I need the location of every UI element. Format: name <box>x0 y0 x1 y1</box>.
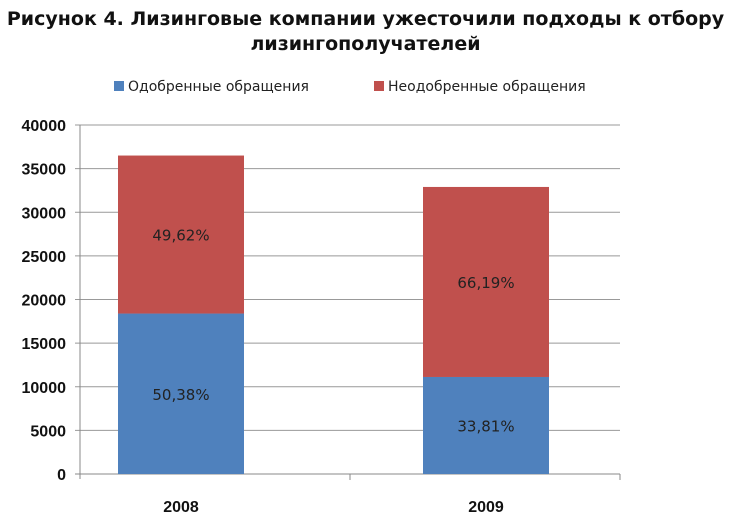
y-tick-label: 10000 <box>22 380 67 397</box>
y-tick-label: 20000 <box>22 293 67 310</box>
data-label: 33,81% <box>457 417 514 435</box>
y-tick-label: 25000 <box>22 249 67 266</box>
chart-title-line-1: Рисунок 4. Лизинговые компании ужесточил… <box>6 8 725 30</box>
legend-label: Неодобренные обращения <box>388 79 586 95</box>
y-tick-label: 5000 <box>30 423 66 440</box>
chart-title-line-2: лизингополучателей <box>250 33 481 55</box>
bar-2008-1 <box>118 155 244 314</box>
x-tick-label: 2009 <box>468 499 504 516</box>
bar-2009-0 <box>423 376 549 474</box>
y-tick-label: 30000 <box>22 205 67 222</box>
y-tick-label: 15000 <box>22 336 67 353</box>
data-label: 66,19% <box>457 274 514 292</box>
legend-swatch <box>114 81 124 91</box>
y-tick-label: 35000 <box>22 162 67 179</box>
legend-swatch <box>374 81 384 91</box>
y-tick-label: 0 <box>57 467 66 484</box>
x-tick-label: 2008 <box>163 499 199 516</box>
bar-2008-0 <box>118 313 244 474</box>
bar-2009-1 <box>423 186 549 377</box>
data-label: 50,38% <box>152 386 209 404</box>
y-tick-label: 40000 <box>22 118 67 135</box>
data-label: 49,62% <box>152 227 209 245</box>
legend-label: Одобренные обращения <box>128 79 309 95</box>
